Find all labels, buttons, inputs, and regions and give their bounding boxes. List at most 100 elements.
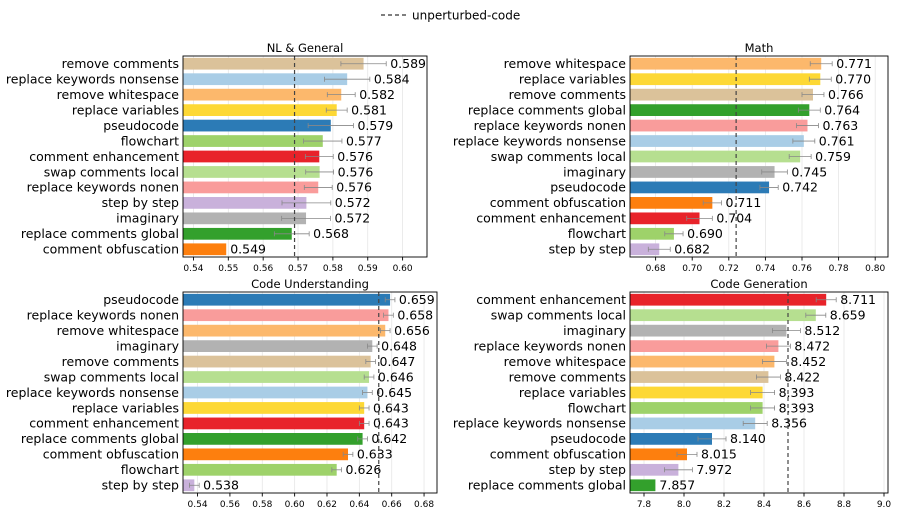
bar-replace-keywords-nonen xyxy=(183,181,319,194)
value-label-flowchart: 8.393 xyxy=(779,400,815,415)
value-label-replace-keywords-nonsense: 0.584 xyxy=(374,71,410,86)
x-tick-label: 0.80 xyxy=(865,264,885,274)
bar-replace-variables xyxy=(630,386,763,399)
value-label-replace-comments-global: 0.642 xyxy=(371,431,407,446)
value-label-replace-keywords-nonen: 0.658 xyxy=(397,307,433,322)
value-label-comment-obfuscation: 0.711 xyxy=(725,195,761,210)
value-label-remove-whitespace: 0.582 xyxy=(359,87,395,102)
bar-flowchart xyxy=(630,402,763,414)
category-label-flowchart: flowchart xyxy=(568,226,626,241)
value-label-comment-obfuscation: 0.549 xyxy=(230,242,266,257)
panel-math: Math remove whitespace 0.771 replace variab… xyxy=(453,41,889,274)
category-label-step-by-step: step by step xyxy=(102,195,179,210)
value-label-swap-comments-local: 0.646 xyxy=(378,369,414,384)
category-label-remove-comments: remove comments xyxy=(509,87,626,102)
bar-flowchart xyxy=(630,227,674,240)
bar-remove-comments xyxy=(183,355,371,368)
x-tick-label: 9.0 xyxy=(877,500,892,510)
x-tick-label: 0.64 xyxy=(349,500,369,510)
value-label-replace-comments-global: 7.857 xyxy=(659,478,695,493)
plot-frame xyxy=(629,55,889,258)
category-label-step-by-step: step by step xyxy=(549,242,626,257)
category-label-imaginary: imaginary xyxy=(563,323,626,338)
category-label-replace-comments-global: replace comments global xyxy=(21,226,179,241)
bar-imaginary xyxy=(630,324,787,337)
bar-replace-keywords-nonsense xyxy=(630,135,804,147)
bar-remove-whitespace xyxy=(630,355,775,368)
value-label-replace-keywords-nonsense: 0.761 xyxy=(819,133,855,148)
category-label-comment-enhancement: comment enhancement xyxy=(29,416,179,431)
bar-remove-comments xyxy=(183,57,364,70)
legend-label: unperturbed-code xyxy=(412,9,520,23)
category-label-replace-keywords-nonsense: replace keywords nonsense xyxy=(453,416,626,431)
x-tick-label: 0.68 xyxy=(646,264,666,274)
category-label-comment-enhancement: comment enhancement xyxy=(29,149,179,164)
x-tick-label: 0.68 xyxy=(414,500,434,510)
category-label-replace-comments-global: replace comments global xyxy=(468,478,626,493)
category-label-imaginary: imaginary xyxy=(563,164,626,179)
value-label-pseudocode: 8.140 xyxy=(730,431,766,446)
category-label-remove-comments: remove comments xyxy=(509,369,626,384)
value-label-comment-enhancement: 0.576 xyxy=(337,149,373,164)
bar-replace-keywords-nonsense xyxy=(183,73,348,86)
category-label-comment-enhancement: comment enhancement xyxy=(476,211,626,226)
panel-code-understanding: Code Understanding pseudocode 0.659 replace… xyxy=(6,277,438,510)
bar-replace-comments-global xyxy=(630,479,656,492)
value-label-replace-variables: 0.643 xyxy=(373,400,409,415)
value-label-replace-keywords-nonen: 8.472 xyxy=(794,338,830,353)
bar-comment-enhancement xyxy=(183,417,365,430)
value-label-imaginary: 0.745 xyxy=(791,164,827,179)
bar-remove-comments xyxy=(630,371,769,383)
value-label-comment-obfuscation: 0.633 xyxy=(357,447,393,462)
category-label-swap-comments-local: swap comments local xyxy=(44,164,179,179)
value-label-remove-whitespace: 8.452 xyxy=(790,354,826,369)
x-tick-label: 0.74 xyxy=(755,264,775,274)
value-label-remove-comments: 0.589 xyxy=(390,56,426,71)
category-label-step-by-step: step by step xyxy=(549,462,626,477)
bar-flowchart xyxy=(183,463,337,476)
value-label-replace-keywords-nonen: 0.763 xyxy=(822,118,858,133)
category-label-pseudocode: pseudocode xyxy=(103,292,179,307)
x-tick-label: 0.58 xyxy=(252,500,272,510)
value-label-imaginary: 0.648 xyxy=(381,338,417,353)
bar-replace-variables xyxy=(630,73,821,86)
value-label-replace-keywords-nonen: 0.576 xyxy=(336,180,372,195)
value-label-comment-enhancement: 0.643 xyxy=(373,416,409,431)
x-tick-label: 7.8 xyxy=(637,500,652,510)
bar-comment-enhancement xyxy=(630,212,700,225)
x-tick-label: 8.8 xyxy=(837,500,852,510)
bar-comment-obfuscation xyxy=(630,197,713,209)
value-label-replace-keywords-nonsense: 8.356 xyxy=(771,416,807,431)
x-tick-label: 0.56 xyxy=(253,264,273,274)
value-label-step-by-step: 7.972 xyxy=(696,462,732,477)
value-label-remove-whitespace: 0.656 xyxy=(394,323,430,338)
value-label-swap-comments-local: 0.576 xyxy=(338,164,374,179)
bar-step-by-step xyxy=(183,479,195,492)
category-label-replace-keywords-nonen: replace keywords nonen xyxy=(27,180,179,195)
x-tick-label: 8.2 xyxy=(717,500,731,510)
value-label-pseudocode: 0.579 xyxy=(357,118,393,133)
bar-replace-keywords-nonen xyxy=(183,309,389,322)
bar-swap-comments-local xyxy=(183,371,370,383)
bar-flowchart xyxy=(183,135,323,147)
x-tick-label: 0.62 xyxy=(317,500,337,510)
bar-swap-comments-local xyxy=(630,150,801,163)
category-label-imaginary: imaginary xyxy=(116,211,179,226)
value-label-step-by-step: 0.538 xyxy=(203,478,239,493)
category-label-comment-obfuscation: comment obfuscation xyxy=(490,447,626,462)
value-label-replace-variables: 8.393 xyxy=(779,385,815,400)
bar-comment-obfuscation xyxy=(630,448,687,461)
category-label-replace-variables: replace variables xyxy=(519,71,626,86)
category-label-comment-enhancement: comment enhancement xyxy=(476,292,626,307)
value-label-step-by-step: 0.682 xyxy=(674,242,710,257)
category-label-replace-variables: replace variables xyxy=(72,102,179,117)
value-label-replace-comments-global: 0.764 xyxy=(824,102,860,117)
plot-frame xyxy=(182,291,438,494)
x-tick-label: 0.57 xyxy=(288,264,308,274)
bar-pseudocode xyxy=(630,433,712,445)
x-tick-label: 0.76 xyxy=(792,264,812,274)
value-label-imaginary: 0.572 xyxy=(334,211,370,226)
category-label-remove-whitespace: remove whitespace xyxy=(504,354,627,369)
value-label-pseudocode: 0.659 xyxy=(399,292,435,307)
